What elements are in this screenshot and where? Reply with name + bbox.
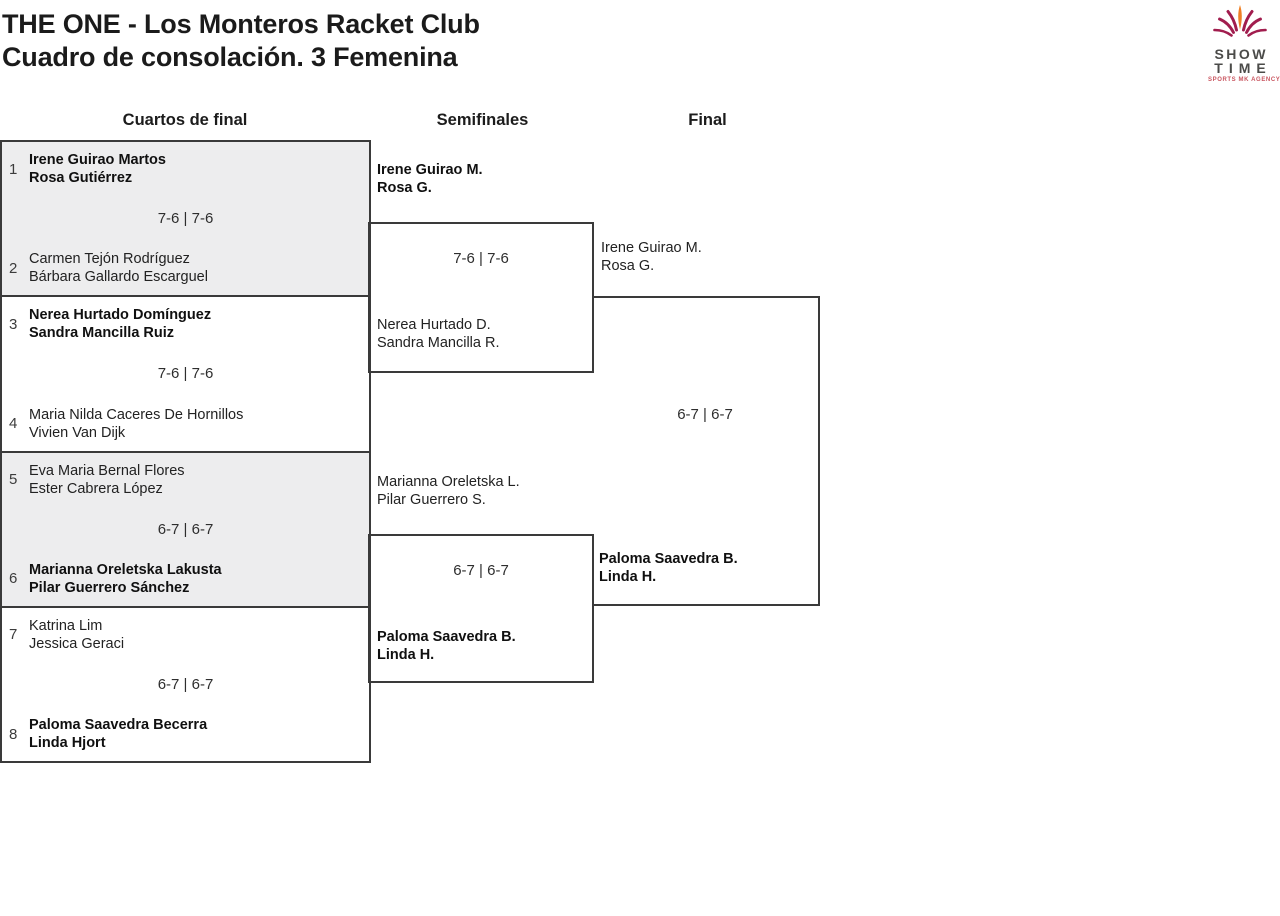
team-slot: 6 Marianna Oreletska Lakusta Pilar Guerr…: [2, 561, 369, 597]
match-score: 6-7 | 6-7: [677, 406, 733, 423]
quarterfinals-block: 1 Irene Guirao Martos Rosa Gutiérrez 7-6…: [0, 140, 371, 763]
match-score: 7-6 | 7-6: [157, 210, 214, 228]
column-header-final: Final: [688, 111, 727, 129]
team-names: Irene Guirao Martos Rosa Gutiérrez: [29, 151, 166, 187]
player-name: Rosa G.: [377, 180, 432, 196]
final-top-team: Irene Guirao M. Rosa G.: [601, 239, 702, 275]
team-slot: 8 Paloma Saavedra Becerra Linda Hjort: [2, 716, 369, 752]
player-name: Linda H.: [377, 647, 435, 663]
quarterfinal-match-2: 3 Nerea Hurtado Domínguez Sandra Mancill…: [2, 295, 369, 451]
seed-number: 4: [9, 415, 18, 432]
team-names: Paloma Saavedra Becerra Linda Hjort: [29, 716, 207, 752]
semifinal1-match-box: 7-6 | 7-6 Nerea Hurtado D. Sandra Mancil…: [368, 222, 594, 373]
semifinal2-match-box: 6-7 | 6-7 Paloma Saavedra B. Linda H.: [368, 534, 594, 683]
semifinal2-bottom-team: Paloma Saavedra B. Linda H.: [377, 628, 516, 664]
player-name: Marianna Oreletska Lakusta: [29, 561, 222, 578]
match-score: 6-7 | 6-7: [157, 520, 214, 538]
quarterfinal-match-3: 5 Eva Maria Bernal Flores Ester Cabrera …: [2, 450, 369, 606]
player-name: Linda H.: [599, 569, 657, 585]
team-names: Eva Maria Bernal Flores Ester Cabrera Ló…: [29, 462, 185, 498]
player-name: Katrina Lim: [29, 617, 103, 634]
seed-number: 7: [9, 626, 18, 644]
team-slot: 3 Nerea Hurtado Domínguez Sandra Mancill…: [2, 306, 369, 342]
team-names: Carmen Tejón Rodríguez Bárbara Gallardo …: [29, 250, 208, 286]
team-slot: 7 Katrina Lim Jessica Geraci: [2, 617, 369, 653]
draw-name: Cuadro de consolación. 3 Femenina: [2, 42, 458, 72]
player-name: Nerea Hurtado D.: [377, 317, 491, 333]
player-name: Paloma Saavedra B.: [377, 629, 516, 645]
player-name: Paloma Saavedra B.: [599, 551, 738, 567]
firework-burst-icon: [1213, 5, 1267, 37]
logo-tagline: SPORTS MK AGENCY: [1208, 77, 1280, 83]
final-bottom-team: Paloma Saavedra B. Linda H.: [599, 550, 738, 586]
player-name: Sandra Mancilla Ruiz: [29, 325, 175, 342]
team-slot: 5 Eva Maria Bernal Flores Ester Cabrera …: [2, 462, 369, 498]
team-names: Katrina Lim Jessica Geraci: [29, 617, 124, 653]
column-header-cuartos: Cuartos de final: [122, 111, 248, 129]
player-name: Bárbara Gallardo Escarguel: [29, 269, 208, 286]
player-name: Irene Guirao Martos: [29, 152, 166, 168]
match-score: 6-7 | 6-7: [157, 675, 214, 693]
player-name: Irene Guirao M.: [377, 162, 483, 178]
player-name: Nerea Hurtado Domínguez: [29, 307, 212, 324]
semifinal2-top-team: Marianna Oreletska L. Pilar Guerrero S.: [377, 473, 520, 509]
player-name: Marianna Oreletska L.: [377, 474, 520, 490]
quarterfinal-match-4: 7 Katrina Lim Jessica Geraci 6-7 | 6-7 8…: [2, 605, 369, 761]
player-name: Jessica Geraci: [29, 635, 125, 652]
player-name: Ester Cabrera López: [29, 480, 163, 497]
team-names: Maria Nilda Caceres De Hornillos Vivien …: [29, 406, 243, 442]
seed-number: 8: [9, 725, 18, 743]
player-name: Rosa G.: [601, 258, 655, 274]
seed-number: 6: [9, 570, 18, 588]
player-name: Sandra Mancilla R.: [377, 335, 500, 351]
player-name: Carmen Tejón Rodríguez: [29, 251, 190, 268]
player-name: Irene Guirao M.: [601, 240, 702, 256]
team-names: Marianna Oreletska Lakusta Pilar Guerrer…: [29, 561, 222, 597]
seed-number: 2: [9, 259, 18, 277]
final-match-box: 6-7 | 6-7 Paloma Saavedra B. Linda H.: [592, 296, 820, 606]
seed-number: 5: [9, 471, 18, 488]
showtime-logo: SHOW TIME SPORTS MK AGENCY: [1208, 4, 1280, 83]
logo-word-show: SHOW: [1214, 46, 1269, 62]
team-slot: 4 Maria Nilda Caceres De Hornillos Vivie…: [2, 406, 369, 442]
player-name: Eva Maria Bernal Flores: [29, 462, 185, 479]
quarterfinal-match-1: 1 Irene Guirao Martos Rosa Gutiérrez 7-6…: [2, 142, 369, 296]
player-name: Maria Nilda Caceres De Hornillos: [29, 406, 244, 423]
player-name: Paloma Saavedra Becerra: [29, 717, 208, 733]
logo-word-time: TIME: [1214, 60, 1272, 76]
seed-number: 1: [9, 160, 18, 178]
page-title: THE ONE - Los Monteros Racket Club Cuadr…: [2, 8, 480, 74]
player-name: Pilar Guerrero S.: [377, 492, 486, 508]
semifinal1-top-team: Irene Guirao M. Rosa G.: [377, 161, 483, 197]
team-slot: 2 Carmen Tejón Rodríguez Bárbara Gallard…: [2, 250, 369, 286]
column-header-semifinales: Semifinales: [436, 111, 529, 129]
player-name: Rosa Gutiérrez: [29, 170, 133, 186]
seed-number: 3: [9, 315, 18, 333]
player-name: Linda Hjort: [29, 735, 106, 751]
match-score: 7-6 | 7-6: [157, 365, 214, 383]
player-name: Pilar Guerrero Sánchez: [29, 579, 190, 596]
player-name: Vivien Van Dijk: [29, 424, 126, 441]
team-slot: 1 Irene Guirao Martos Rosa Gutiérrez: [2, 151, 369, 187]
semifinal1-bottom-team: Nerea Hurtado D. Sandra Mancilla R.: [377, 316, 500, 352]
match-score: 7-6 | 7-6: [453, 250, 509, 267]
match-score: 6-7 | 6-7: [453, 562, 509, 579]
team-names: Nerea Hurtado Domínguez Sandra Mancilla …: [29, 306, 211, 342]
club-name: THE ONE - Los Monteros Racket Club: [2, 9, 480, 39]
